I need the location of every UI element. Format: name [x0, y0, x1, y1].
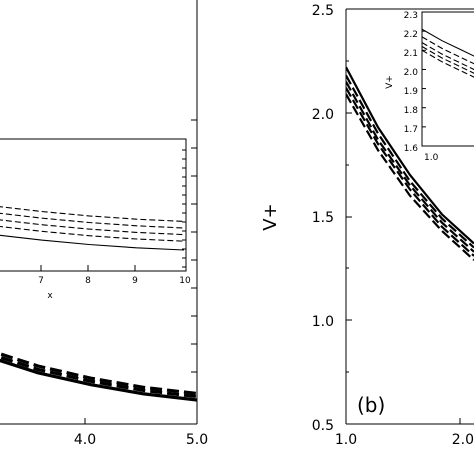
panel-b-inset-ytick-label: 1.6 [404, 144, 419, 154]
panel-a-inset-frame [0, 138, 187, 272]
panel-b-inset-ytick-label: 2.1 [404, 49, 418, 59]
panel-a: 4.0 5.0 [0, 0, 208, 448]
panel-b-ticks [346, 8, 461, 425]
panel-b-inset-ytick-label: 2.2 [404, 30, 418, 40]
panel-a-inset: 7 8 9 10 x [0, 138, 191, 301]
panel-a-series-line-2 [0, 352, 197, 396]
panel-b-y-axis-label: V+ [260, 203, 281, 230]
panel-a-inset-ticks [40, 149, 186, 271]
panel-b-inset-ticks [422, 11, 426, 147]
panel-b-series-line-1 [346, 74, 474, 249]
panel-b-series-line-0 [346, 66, 474, 245]
panel-b-xtick-label: 1.0 [335, 432, 357, 448]
panel-a-series-line-1 [0, 355, 197, 399]
panel-a-xtick-label: 4.0 [74, 432, 96, 448]
panel-a-inset-xtick-label: 9 [132, 276, 138, 286]
panel-b-ytick-label: 1.5 [312, 210, 334, 226]
panel-b-inset-y-axis-label: V+ [385, 75, 395, 89]
panel-b-inset-series-line-3 [422, 46, 474, 74]
panel-b-inset-series-line-1 [422, 36, 474, 65]
panel-b-inset-xtick-label: 1.0 [424, 153, 439, 163]
panel-b-inset-ytick-label: 1.7 [404, 125, 418, 135]
panel-b-series-line-4 [346, 93, 474, 261]
panel-b: 2.5 2.0 1.5 1.0 0.5 1.0 2.0 V+ (b) [260, 3, 474, 448]
panel-a-inset-xtick-label: 10 [179, 276, 191, 286]
panel-b-inset-frame [421, 11, 474, 147]
panel-b-series [346, 66, 474, 261]
panel-b-inset-series-line-4 [422, 49, 474, 78]
panel-a-inset-series-line-3 [0, 212, 185, 229]
panel-a-inset-x-axis-label: x [47, 291, 53, 301]
panel-a-inset-xtick-label: 8 [85, 276, 91, 286]
panel-b-inset-ytick-label: 1.8 [404, 106, 419, 116]
panel-b-xtick-label: 2.0 [452, 432, 474, 448]
panel-b-inset-series [422, 28, 474, 78]
panel-b-inset-series-line-2 [422, 42, 474, 71]
panel-b-ytick-label: 1.0 [312, 314, 334, 330]
panel-b-inset-ytick-label: 2.0 [404, 68, 419, 78]
panel-b-series-line-3 [346, 87, 474, 257]
panel-b-inset-ytick-label: 2.3 [404, 11, 418, 21]
panel-b-inset: 2.3 2.2 2.1 2.0 1.9 1.8 1.7 1.6 1.0 V+ [385, 11, 474, 163]
panel-b-label: (b) [357, 393, 385, 417]
panel-b-ytick-label: 2.0 [312, 107, 334, 123]
panel-a-inset-series-line-2 [0, 219, 185, 236]
panel-a-inset-series-line-1 [0, 225, 185, 242]
panel-a-inset-series-line-0 [0, 234, 185, 251]
panel-a-inset-series [0, 206, 185, 251]
panel-a-inset-xtick-label: 7 [38, 276, 44, 286]
panel-b-ytick-label: 0.5 [312, 418, 334, 434]
panel-b-series-line-2 [346, 81, 474, 253]
panel-b-inset-series-line-0 [422, 28, 474, 57]
panel-a-series-line-0 [0, 358, 197, 402]
panel-a-inset-series-line-4 [0, 206, 185, 222]
panel-a-xtick-label: 5.0 [186, 432, 208, 448]
panel-b-ytick-label: 2.5 [312, 3, 334, 19]
panel-b-inset-ytick-label: 1.9 [404, 87, 419, 97]
panel-a-series [0, 352, 197, 402]
